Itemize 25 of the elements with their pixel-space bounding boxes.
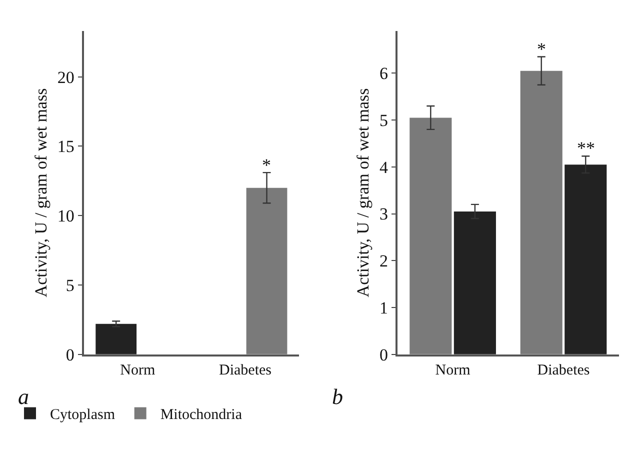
y-tick-label: 15 — [57, 137, 74, 156]
y-tick-label: 5 — [380, 111, 388, 130]
x-tick-label: Diabetes — [219, 362, 272, 378]
text: b — [332, 384, 343, 409]
annotation: * — [537, 39, 546, 59]
y-tick-label: 0 — [66, 345, 74, 364]
x-tick-label: Diabetes — [537, 362, 590, 378]
annotation: ** — [577, 138, 595, 158]
y-tick-label: 4 — [380, 158, 389, 177]
y-tick-label: 1 — [380, 298, 388, 318]
legend-label: Mitochondria — [160, 407, 242, 424]
x-tick-label: Norm — [120, 362, 156, 378]
text: a — [18, 384, 29, 409]
annotation: * — [262, 155, 271, 175]
y-tick-label: 10 — [57, 206, 74, 226]
y-tick-label: 2 — [380, 252, 388, 271]
y-axis-title: Activity, U / gram of wet mass — [354, 88, 373, 298]
y-tick-label: 6 — [380, 64, 388, 84]
y-axis-title: Activity, U / gram of wet mass — [31, 88, 50, 298]
y-tick-label: 5 — [66, 276, 74, 295]
y-tick-label: 20 — [57, 68, 74, 87]
legend-label: Cytoplasm — [50, 407, 116, 424]
y-tick-label: 3 — [380, 204, 388, 224]
x-tick-label: Norm — [435, 362, 471, 378]
y-tick-label: 0 — [380, 345, 388, 364]
